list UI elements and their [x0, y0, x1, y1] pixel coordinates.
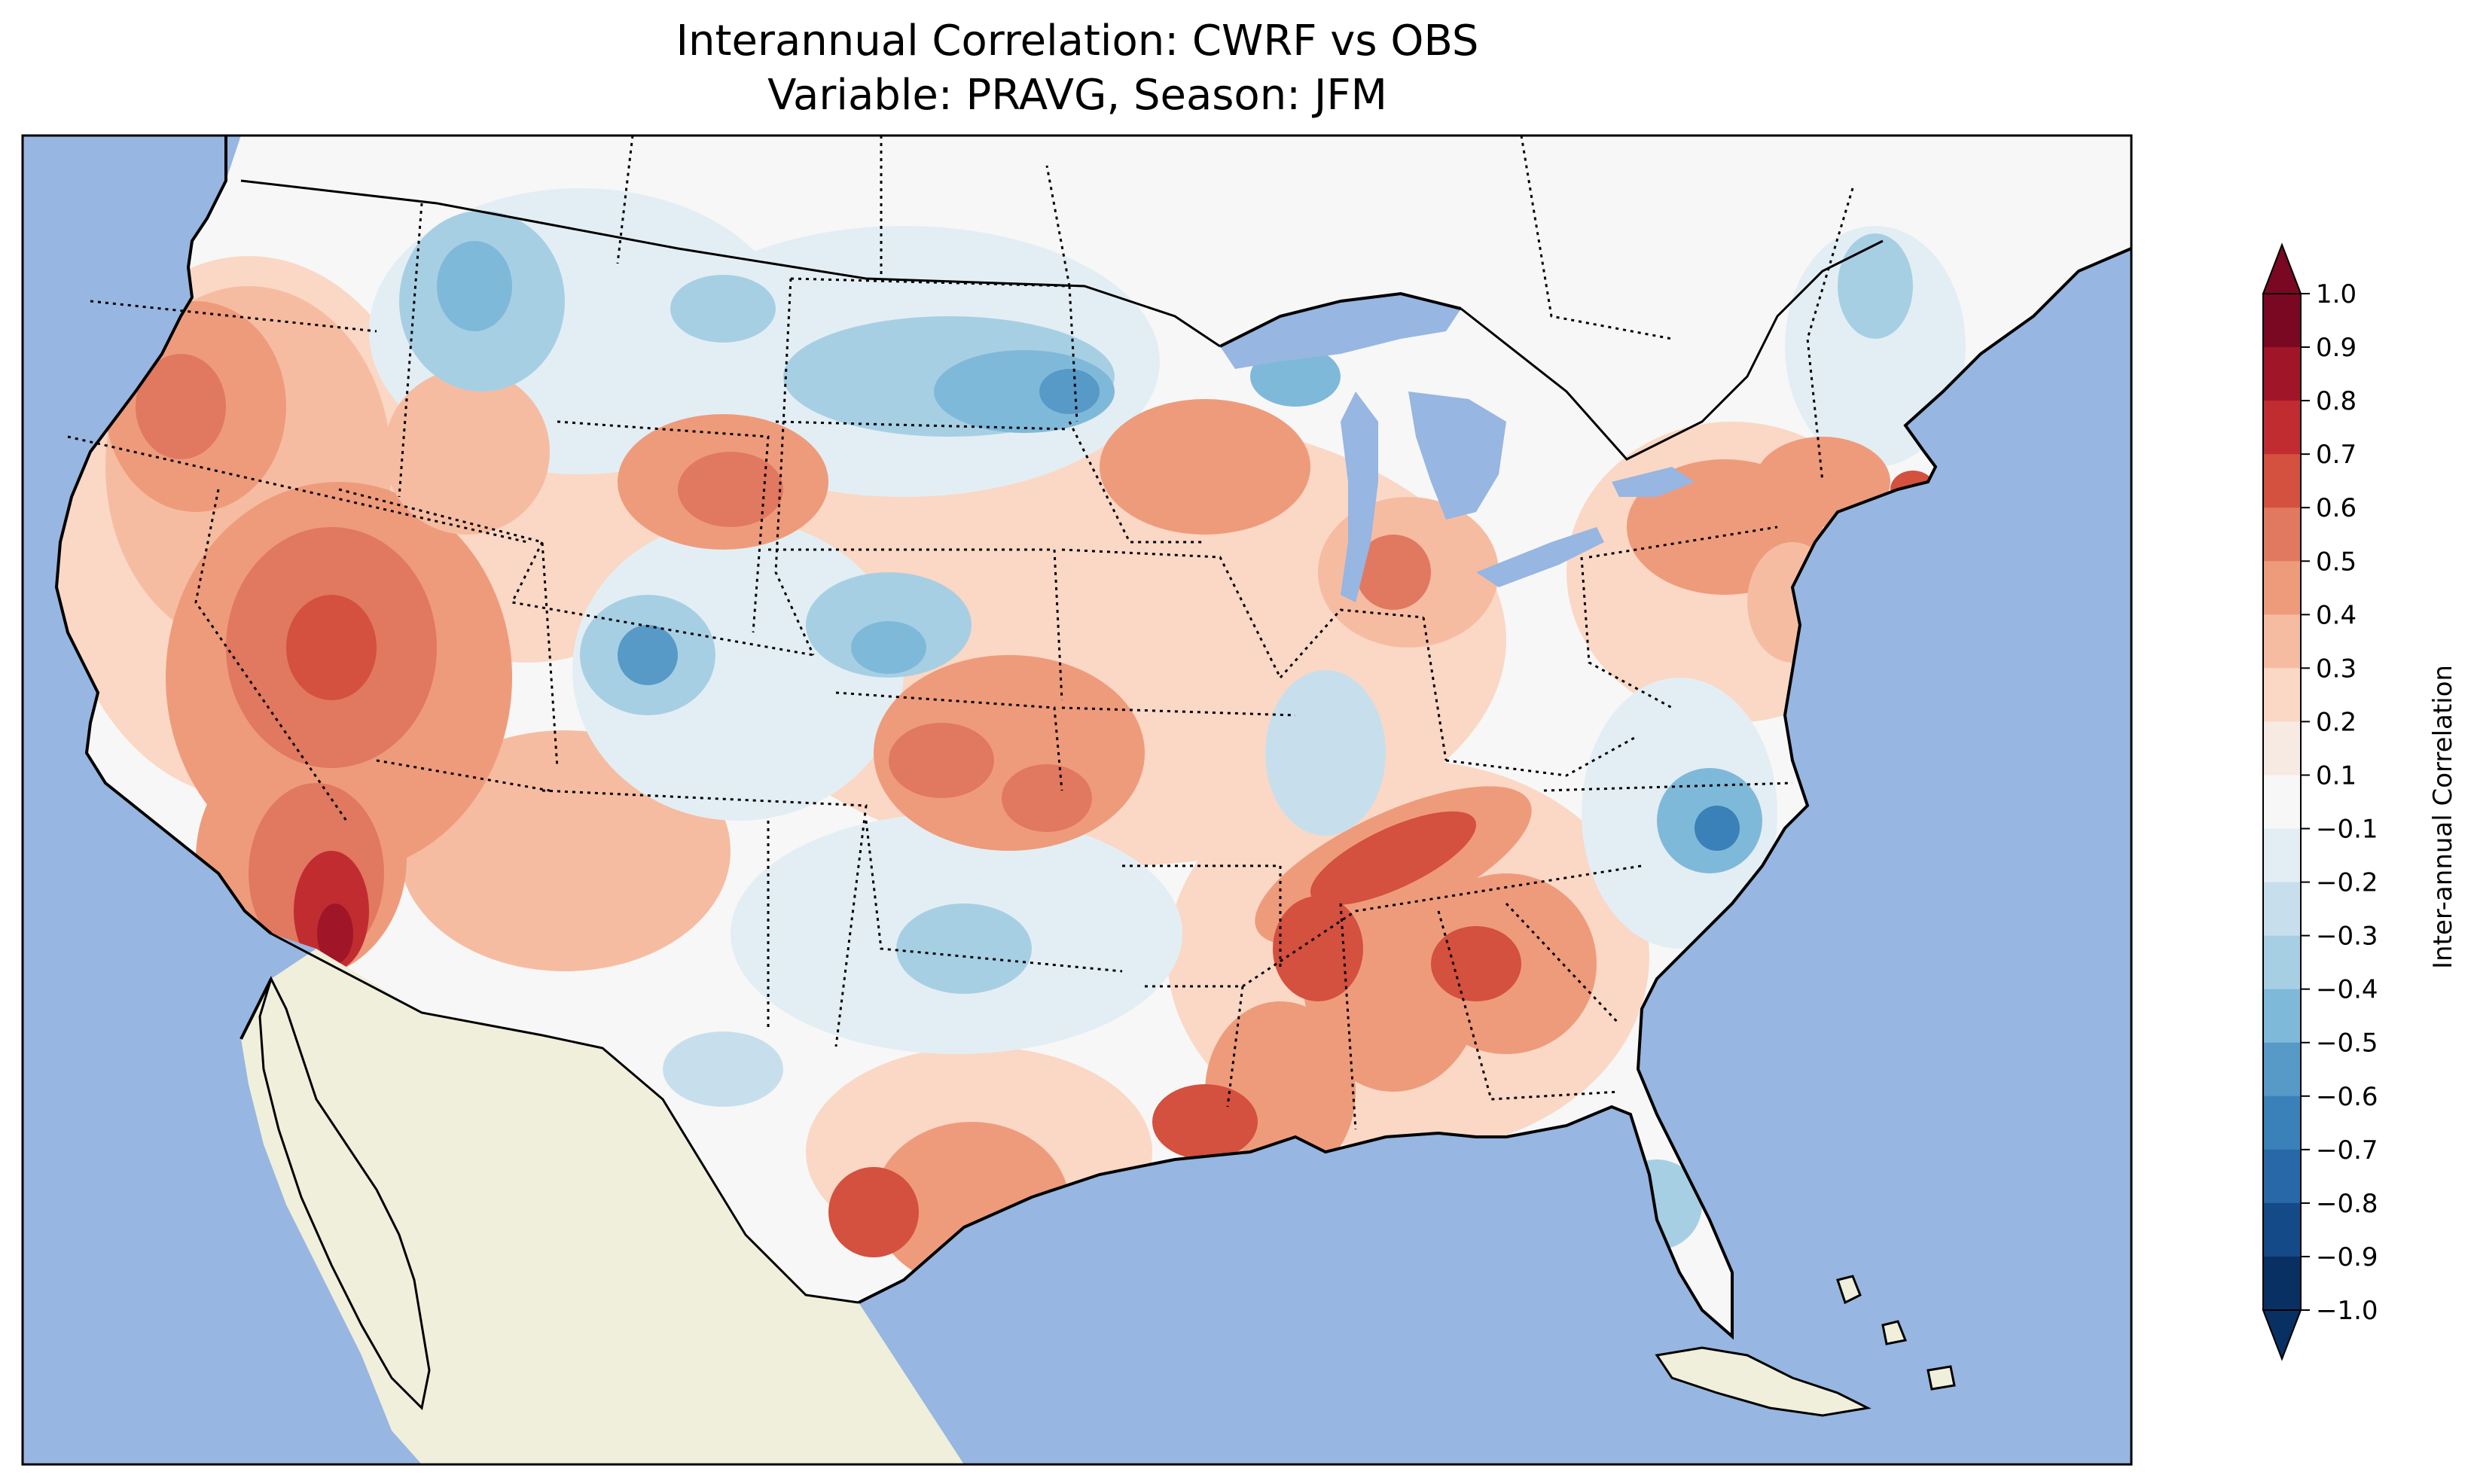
colorbar-segment	[2263, 989, 2301, 1044]
colorbar-segment	[2263, 1202, 2301, 1257]
colorbar-segment	[2263, 294, 2301, 348]
coastlines	[54, 136, 2132, 1340]
figure-title-line-1: Interannual Correlation: CWRF vs OBS	[676, 17, 1479, 66]
colorbar-segment	[2263, 1042, 2301, 1097]
lake-michigan	[1341, 392, 1378, 602]
colorbar-tick-label: 0.5	[2316, 547, 2357, 577]
lake-ontario	[1612, 467, 1695, 497]
colorbar-extend-max	[2262, 242, 2302, 294]
colorbar-tick-label: 0.2	[2316, 707, 2357, 737]
land-bahamas	[1836, 1275, 1956, 1391]
colorbar-tick-label: 0.4	[2316, 600, 2357, 630]
colorbar-tick-label: −1.0	[2316, 1296, 2378, 1326]
lake-erie	[1476, 527, 1604, 587]
colorbar-tick-label: 0.8	[2316, 386, 2357, 416]
colorbar-tick-label: 0.6	[2316, 493, 2357, 523]
state-borders	[67, 135, 1854, 1130]
colorbar-segment	[2263, 507, 2301, 562]
colorbar-segment	[2263, 401, 2301, 455]
colorbar-segment	[2263, 775, 2301, 830]
lake-superior	[1220, 294, 1461, 369]
colorbar-tick-label: 1.0	[2316, 279, 2357, 309]
colorbar-extend-min	[2262, 1309, 2302, 1361]
great-lakes	[1220, 294, 1695, 602]
figure-title-line-2: Variable: PRAVG, Season: JFM	[767, 71, 1387, 120]
colorbar-tick-label: 0.3	[2316, 654, 2357, 684]
colorbar-segment	[2263, 828, 2301, 883]
colorbar-segment	[2263, 882, 2301, 937]
colorbar-segment	[2263, 935, 2301, 990]
map-frame	[21, 134, 2133, 1466]
colorbar-tick-label: −0.1	[2316, 815, 2378, 845]
colorbar-segment	[2263, 668, 2301, 722]
colorbar-tick-label: −0.7	[2316, 1135, 2378, 1166]
colorbar-tick-label: 0.1	[2316, 760, 2357, 791]
colorbar-segment	[2263, 454, 2301, 508]
colorbar-label: Inter-annual Correlation	[2428, 665, 2458, 969]
colorbar-segment	[2263, 721, 2301, 776]
land-baja	[258, 975, 431, 1411]
colorbar-tick-label: −0.5	[2316, 1028, 2378, 1059]
colorbar-tick-label: 0.7	[2316, 440, 2357, 470]
colorbar-segment	[2263, 1149, 2301, 1204]
colorbar-tick-label: −0.4	[2316, 975, 2378, 1005]
land-cuba	[1655, 1346, 1872, 1417]
lake-huron	[1408, 392, 1506, 520]
colorbar-tick-label: 0.9	[2316, 333, 2357, 363]
colorbar-tick-label: −0.2	[2316, 868, 2378, 898]
colorbar-segment	[2263, 561, 2301, 615]
colorbar-tick-label: −0.8	[2316, 1189, 2378, 1219]
country-borders	[240, 179, 1884, 1304]
colorbar-frame	[2262, 293, 2302, 1311]
colorbar-tick-label: −0.6	[2316, 1082, 2378, 1112]
colorbar: 1.0 0.9 0.8 0.7 0.6 0.5 0.4 0.3 0.2 0.1 −0.1 −0.2 −0…	[2262, 242, 2378, 1361]
colorbar-tick-label: −0.9	[2316, 1242, 2378, 1272]
colorbar-segment	[2263, 1256, 2301, 1311]
colorbar-segment	[2263, 614, 2301, 669]
colorbar-segment	[2263, 1095, 2301, 1150]
colorbar-segment	[2263, 347, 2301, 401]
colorbar-tick-label: −0.3	[2316, 922, 2378, 952]
